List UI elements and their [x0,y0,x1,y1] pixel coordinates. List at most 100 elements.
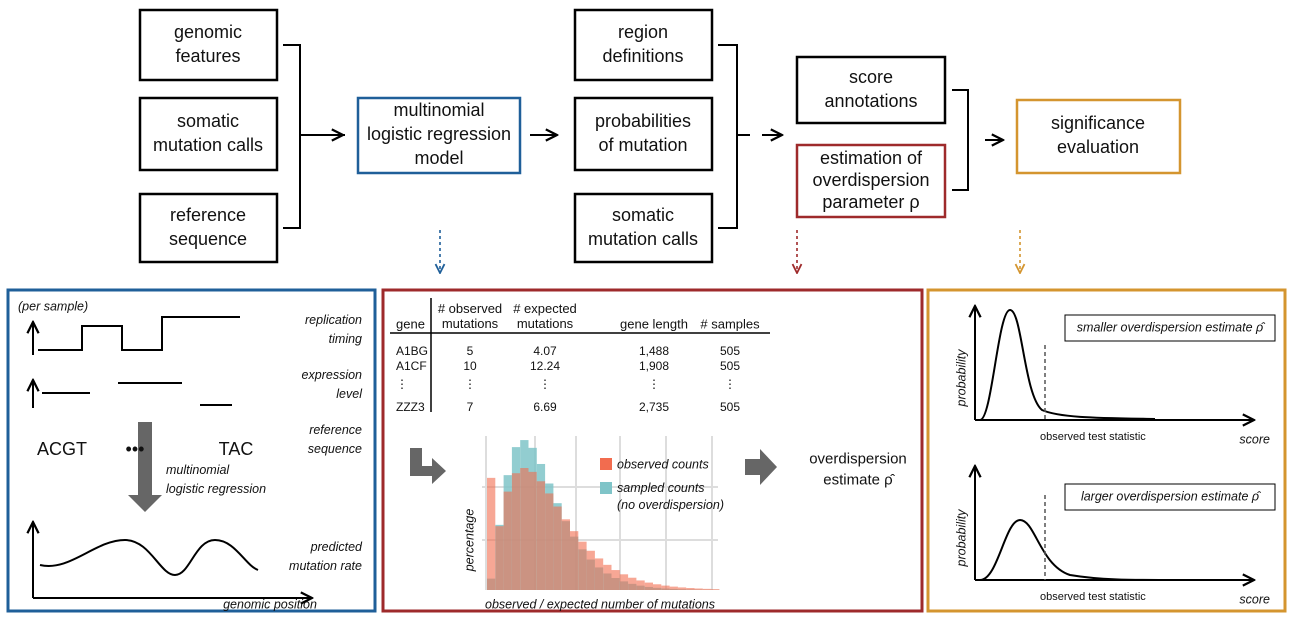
hist-bar [495,526,504,590]
labels: genomic features somatic mutation calls refe… [18,22,1270,612]
label: parameter ρ [822,192,919,212]
label: probabilities [595,111,691,131]
track [42,382,232,406]
bracket [718,44,750,229]
label: larger overdispersion estimate ρ̂ [1081,489,1262,503]
label: (per sample) [18,299,88,313]
label: somatic [612,205,674,225]
hist-bar [711,589,720,590]
box [573,8,714,82]
box [138,8,279,82]
bracket [283,44,345,229]
label: # expected [513,301,577,316]
hist-bar [578,541,587,590]
hist-bar [487,477,496,590]
label: ZZZ3 [396,400,425,414]
label: sequence [308,442,362,456]
box [573,192,714,264]
label: 4.07 [533,344,557,358]
hist-bar [636,580,645,590]
label: mutation calls [153,135,263,155]
legend-swatch [600,458,612,470]
label: estimate ρ̂ [823,471,895,488]
label: 6.69 [533,400,557,414]
label: 1,908 [639,359,669,373]
label: 505 [720,344,740,358]
bracket [952,89,969,191]
label: score [849,67,893,87]
label: observed test statistic [1040,591,1146,603]
hist-bar [653,584,662,590]
label: logistic regression [367,124,511,144]
label: smaller overdispersion estimate ρ̂ [1077,320,1266,334]
label: ⋮ [539,377,551,391]
hist-bar [603,564,612,590]
label: expression [302,368,362,382]
panel [6,288,377,613]
label: 5 [467,344,474,358]
label: reference [170,205,246,225]
label: of mutation [598,135,687,155]
label: timing [329,332,362,346]
hist-bar [536,481,546,590]
label: mutations [442,316,499,331]
label: features [175,46,240,66]
label: observed counts [617,457,709,471]
hist-bar [644,582,653,590]
label: multinomial [393,100,484,120]
panel [926,288,1287,613]
box [138,192,279,264]
layout [6,8,1287,613]
label: 7 [467,400,474,414]
label: overdispersion [812,170,929,190]
hist-bar [611,570,620,590]
label: genomic position [223,597,317,611]
label: reference [309,423,362,437]
label: score [1239,592,1270,606]
box [795,55,947,125]
label: annotations [824,91,917,111]
hist-bar [677,587,687,590]
label: significance [1051,113,1145,133]
label: observed test statistic [1040,431,1146,443]
label: genomic [174,22,242,42]
box [138,96,279,172]
label: observed / expected number of mutations [485,597,715,611]
table-rule [390,298,770,412]
label: sequence [169,229,247,249]
label: score [1239,432,1270,446]
label: gene length [620,316,688,331]
hist-bar [503,491,512,590]
legend-box [1064,314,1276,342]
hist-bar [669,586,678,590]
legend-swatch [600,482,612,494]
label: 505 [720,359,740,373]
label: ACGT [37,439,87,459]
histogram [482,436,720,590]
label: estimation of [820,148,923,168]
hist-bar [545,493,554,590]
hist-bar [594,558,604,590]
label: ⋮ [648,377,660,391]
label: percentage [462,509,476,573]
label: logistic regression [166,482,266,496]
hist-bar [702,588,712,590]
label: A1CF [396,359,427,373]
label: ⋮ [464,377,476,391]
legend-box [1064,483,1276,511]
box [795,143,947,219]
label: 12.24 [530,359,560,373]
curve [979,308,1156,421]
hist-bar [619,574,629,590]
curve [979,518,1166,581]
hist-bar [528,471,537,590]
label: region [618,22,668,42]
track [38,316,240,351]
box [356,96,522,175]
label: ••• [126,439,145,459]
hist-bar [694,588,703,590]
hist-bar [520,468,529,590]
label: sampled counts [617,481,705,495]
label: ⋮ [724,377,736,391]
label: mutation rate [289,559,362,573]
